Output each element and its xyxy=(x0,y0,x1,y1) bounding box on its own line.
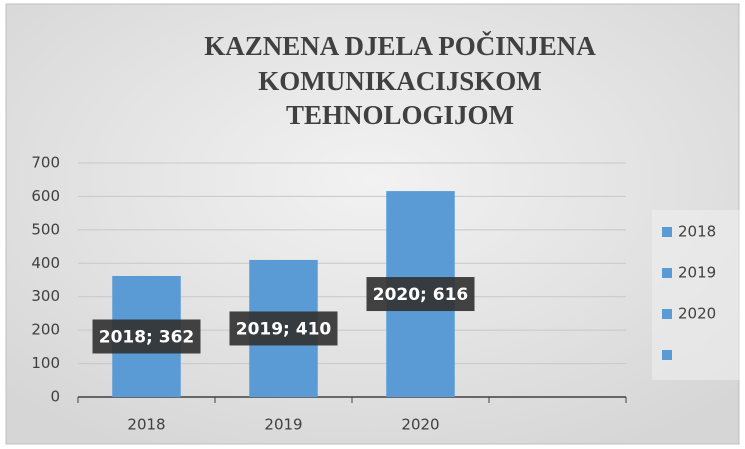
chart-title: KAZNENA DJELA POČINJENA xyxy=(204,31,596,61)
data-label: 2019; 410 xyxy=(236,319,332,339)
chart-title: KOMUNIKACIJSKOM xyxy=(258,66,542,96)
legend-swatch xyxy=(662,309,672,319)
data-label-box xyxy=(366,277,475,312)
legend-swatch xyxy=(662,350,672,360)
data-label: 2018; 362 xyxy=(99,327,195,347)
y-tick-label: 500 xyxy=(31,220,60,238)
y-tick-label: 400 xyxy=(31,254,60,272)
y-tick-label: 700 xyxy=(31,154,60,172)
x-tick-label: 2018 xyxy=(127,416,165,434)
data-label-box xyxy=(229,311,338,346)
y-tick-label: 0 xyxy=(50,388,60,406)
legend-swatch xyxy=(662,227,672,237)
y-tick-label: 600 xyxy=(31,187,60,205)
chart-title: TEHNOLOGIJOM xyxy=(286,100,514,130)
y-tick-label: 100 xyxy=(31,354,60,372)
data-label-box xyxy=(92,319,201,354)
legend-label: 2020 xyxy=(678,305,716,323)
legend-swatch xyxy=(662,268,672,278)
legend-label: 2018 xyxy=(678,223,716,241)
legend-label: 2019 xyxy=(678,264,716,282)
y-tick-label: 300 xyxy=(31,287,60,305)
y-tick-label: 200 xyxy=(31,321,60,339)
x-tick-label: 2020 xyxy=(401,416,439,434)
data-label: 2020; 616 xyxy=(373,285,469,305)
x-tick-label: 2019 xyxy=(264,416,302,434)
